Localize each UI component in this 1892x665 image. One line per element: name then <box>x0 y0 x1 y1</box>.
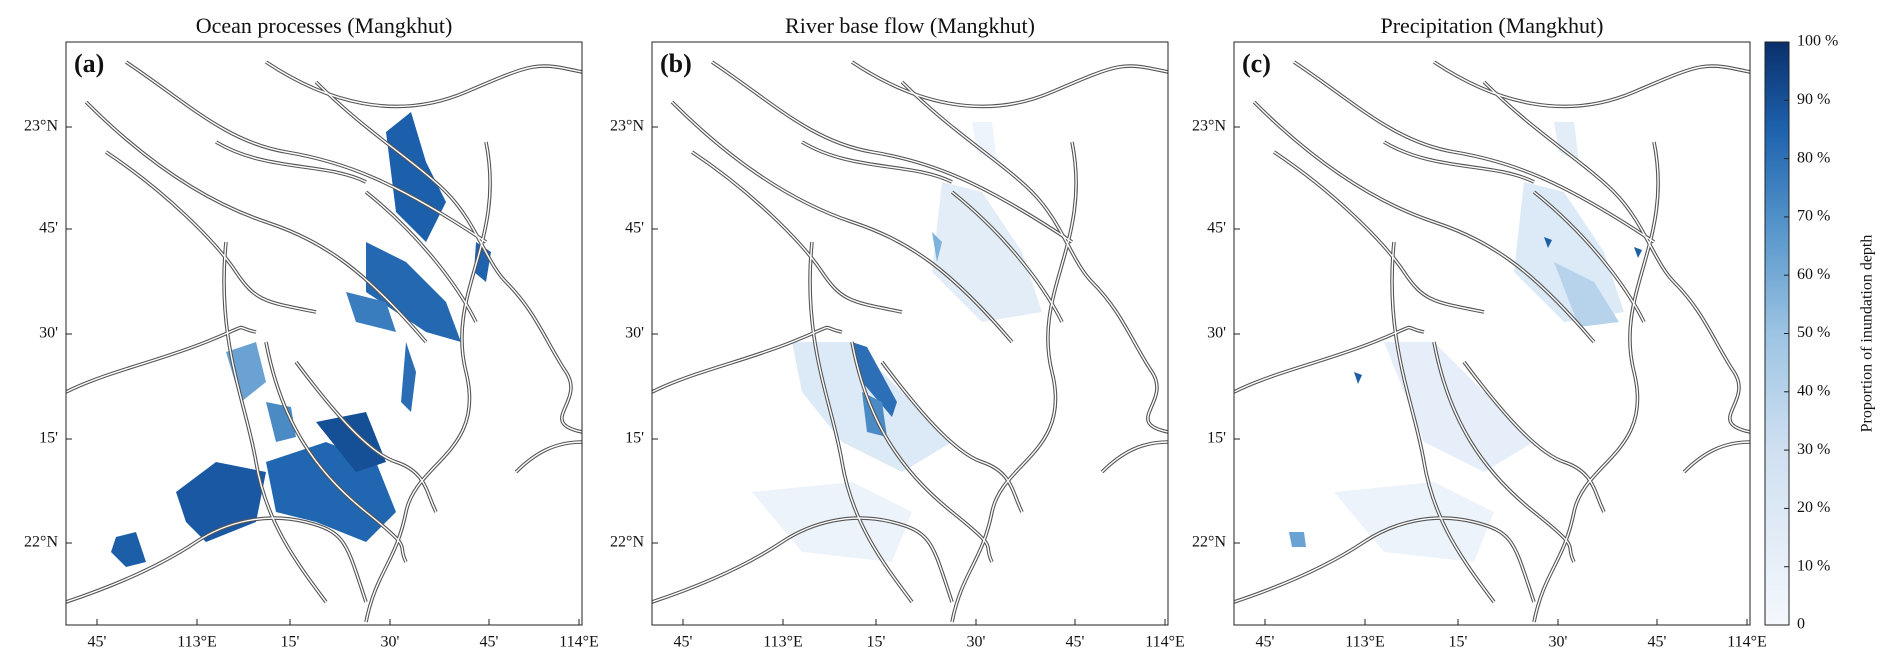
y-tick-label: 23°N <box>1192 118 1226 135</box>
x-tick-label: 113°E <box>177 634 217 651</box>
x-tick-label: 45' <box>674 634 693 651</box>
y-tick-label: 22°N <box>610 534 644 551</box>
y-tick-label: 30' <box>625 325 644 342</box>
coastline-inner <box>66 61 582 623</box>
colorbar-tick-label: 40 % <box>1797 382 1830 399</box>
y-tick-label: 15' <box>39 430 58 447</box>
x-tick-label: 15' <box>867 634 886 651</box>
colorbar-tick-label: 60 % <box>1797 266 1830 283</box>
panel-title: River base flow (Mangkhut) <box>785 13 1035 38</box>
colorbar-tick-label: 0 <box>1797 616 1805 633</box>
map-frame <box>65 41 583 626</box>
x-tick-label: 114°E <box>1727 634 1767 651</box>
colorbar-tick-label: 70 % <box>1797 208 1830 225</box>
colorbar-tick-label: 90 % <box>1797 91 1830 108</box>
map-panel: River base flow (Mangkhut) (b) 23°N 45' 30' 1… <box>610 13 1185 651</box>
map-frame <box>651 41 1169 626</box>
panel-label: (b) <box>660 49 692 78</box>
y-tick-label: 45' <box>39 220 58 237</box>
x-tick-label: 113°E <box>1345 634 1385 651</box>
x-tick-label: 113°E <box>763 634 803 651</box>
coastline-outer <box>1234 60 1750 624</box>
panel-label: (c) <box>1242 49 1271 78</box>
colorbar-label: Proportion of inundation depth <box>1859 235 1876 433</box>
y-tick-label: 22°N <box>1192 534 1226 551</box>
x-tick-label: 30' <box>967 634 986 651</box>
coastline-outer <box>652 60 1168 624</box>
panel-title: Ocean processes (Mangkhut) <box>196 13 453 38</box>
x-tick-label: 15' <box>281 634 300 651</box>
coastline-inner <box>652 61 1168 623</box>
panel-label: (a) <box>74 49 104 78</box>
x-tick-label: 45' <box>1648 634 1667 651</box>
x-tick-label: 114°E <box>559 634 599 651</box>
y-tick-label: 15' <box>1207 430 1226 447</box>
colorbar-tick-label: 80 % <box>1797 149 1830 166</box>
y-tick-label: 23°N <box>610 118 644 135</box>
map-panel: Ocean processes (Mangkhut) (a) 23°N 45' 30' 1… <box>24 13 599 651</box>
panel-title: Precipitation (Mangkhut) <box>1380 13 1603 38</box>
coastline-outer <box>66 60 582 624</box>
inundation-area <box>1289 122 1642 562</box>
map-content <box>652 60 1168 624</box>
x-tick-label: 30' <box>381 634 400 651</box>
colorbar-tick-label: 30 % <box>1797 441 1830 458</box>
colorbar-tick-label: 20 % <box>1797 499 1830 516</box>
y-tick-label: 22°N <box>24 534 58 551</box>
x-tick-label: 114°E <box>1145 634 1185 651</box>
x-tick-label: 45' <box>88 634 107 651</box>
x-tick-label: 30' <box>1549 634 1568 651</box>
y-tick-label: 45' <box>625 220 644 237</box>
y-tick-label: 15' <box>625 430 644 447</box>
y-tick-label: 30' <box>39 325 58 342</box>
map-content <box>1234 60 1750 624</box>
map-content <box>66 60 582 624</box>
x-tick-label: 45' <box>1066 634 1085 651</box>
y-tick-label: 45' <box>1207 220 1226 237</box>
colorbar-tick-label: 50 % <box>1797 324 1830 341</box>
x-tick-label: 45' <box>480 634 499 651</box>
x-tick-label: 15' <box>1449 634 1468 651</box>
colorbar-tick-label: 10 % <box>1797 557 1830 574</box>
colorbar-tick-label: 100 % <box>1797 33 1838 50</box>
x-tick-label: 45' <box>1256 634 1275 651</box>
y-tick-label: 30' <box>1207 325 1226 342</box>
coastline-inner <box>1234 61 1750 623</box>
map-frame <box>1233 41 1751 626</box>
map-panel: Precipitation (Mangkhut) (c) 23°N 45' 30' 15'… <box>1192 13 1767 651</box>
y-tick-label: 23°N <box>24 118 58 135</box>
